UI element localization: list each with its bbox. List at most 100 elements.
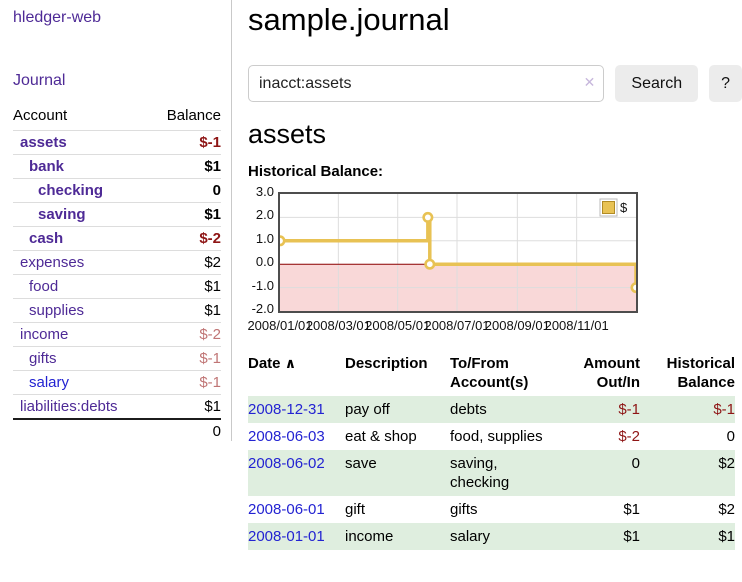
x-axis-tick-label: 2008/03/01 [305,318,371,333]
sidebar-account-link[interactable]: gifts [29,350,57,367]
x-axis-tick-label: 2008/09/01 [484,318,550,333]
sort-ascending-icon: ∧ [284,355,297,371]
search-form: ✕ Search ? [248,65,742,102]
x-axis-tick-label: 2008/07/01 [424,318,490,333]
sidebar-account-link[interactable]: income [20,326,69,343]
search-button[interactable]: Search [615,65,699,102]
transaction-date-link[interactable]: 2008-06-02 [248,455,325,472]
transaction-date-link[interactable]: 2008-12-31 [248,401,325,418]
transaction-amount-cell: $1 [623,528,640,545]
transaction-description-cell: gift [345,501,366,518]
sidebar-account-link[interactable]: cash [29,230,64,247]
account-name-cell: gifts [13,346,150,371]
account-balance: $-2 [149,322,221,347]
sidebar: hledger-web Journal Account Balance asse… [0,0,232,443]
balance-chart-svg: $ [280,194,636,311]
account-name-cell: assets [13,130,150,155]
account-rows: assets $-1 bank $1 checking 0 saving $1 cash $-2 e… [13,130,221,419]
y-axis-tick-label: -1.0 [251,277,274,293]
account-row: food $1 [13,274,221,299]
transaction-balance-cell: $2 [718,501,735,518]
account-name-cell: food [13,274,150,299]
sidebar-account-link[interactable]: bank [29,158,65,175]
register-row: 2008-06-03 eat & shop food, supplies $-2 0 [248,423,735,450]
total-balance: 0 [149,418,221,443]
transaction-accounts-cell: saving, checking [450,455,510,491]
register-row: 2008-01-01 income salary $1 $1 [248,523,735,550]
total-row: 0 [13,418,221,443]
account-row: income $-2 [13,322,221,347]
transaction-description-cell: save [345,455,377,472]
transaction-date-cell: 2008-06-01 [248,496,345,523]
sidebar-account-link[interactable]: food [29,278,59,295]
account-name-cell: income [13,322,150,347]
register-table: Date ∧ Description To/From Account(s) Am… [248,351,735,550]
account-table-header-row: Account Balance [13,105,221,131]
y-axis-tick-label: 1.0 [255,230,274,246]
transaction-date-link[interactable]: 2008-01-01 [248,528,325,545]
account-column-header: Account [13,107,68,124]
clear-search-icon[interactable]: ✕ [583,74,596,90]
transaction-balance-cell: $-1 [713,401,735,418]
description-column-header: Description [345,355,428,372]
transaction-date-link[interactable]: 2008-06-03 [248,428,325,445]
account-name-cell: liabilities:debts [13,394,150,419]
account-row: salary $-1 [13,370,221,395]
date-column-header[interactable]: Date ∧ [248,351,345,396]
account-name-cell: checking [13,178,150,203]
search-input[interactable] [248,65,605,102]
y-axis-tick-label: 3.0 [255,184,274,199]
chart-plot-area: $ [278,192,638,313]
account-name-cell: supplies [13,298,150,323]
sidebar-item-journal[interactable]: Journal [13,72,66,89]
account-name-cell: saving [13,202,150,227]
historical-balance-chart: 3.0 2.0 1.0 0.0 -1.0 -2.0 2008/01/01 2008/03/01… [247,184,694,335]
chart-title: Historical Balance: [248,163,384,180]
sidebar-account-link[interactable]: saving [38,206,86,223]
register-row: 2008-06-01 gift gifts $1 $2 [248,496,735,523]
account-row: expenses $2 [13,250,221,275]
account-row: supplies $1 [13,298,221,323]
sidebar-account-link[interactable]: assets [20,134,67,151]
balance-column-header: Balance [166,107,221,124]
account-balance: $1 [149,154,221,179]
main-panel: sample.journal ✕ Search ? assets Histori… [247,0,742,550]
x-axis-tick-label: 2008/05/01 [365,318,431,333]
legend-label: $ [620,200,628,215]
account-balance: $-1 [149,130,221,155]
register-header-row: Date ∧ Description To/From Account(s) Am… [248,351,735,396]
brand-link[interactable]: hledger-web [13,9,102,26]
account-balance: $-1 [149,370,221,395]
account-row: bank $1 [13,154,221,179]
register-rows: 2008-12-31 pay off debts $-1 $-1 2008-06-03 ea… [248,396,735,550]
transaction-balance-cell: $2 [718,455,735,472]
transaction-date-cell: 2008-01-01 [248,523,345,550]
account-name-cell: expenses [13,250,150,275]
transaction-amount-cell: 0 [631,455,640,472]
y-axis-tick-label: 0.0 [255,254,274,270]
transaction-description-cell: eat & shop [345,428,417,445]
sidebar-account-link[interactable]: liabilities:debts [20,398,118,415]
sidebar-account-link[interactable]: checking [38,182,104,199]
transaction-description-cell: income [345,528,394,545]
account-name-cell: bank [13,154,150,179]
account-row: assets $-1 [13,130,221,155]
y-axis-tick-label: -2.0 [251,301,274,316]
account-balance: $-1 [149,346,221,371]
account-row: saving $1 [13,202,221,227]
account-balance: $1 [149,274,221,299]
sidebar-account-link[interactable]: expenses [20,254,85,271]
date-header-label: Date [248,355,281,372]
sidebar-account-link[interactable]: supplies [29,302,85,319]
y-axis-tick-label: 2.0 [255,207,274,223]
account-balance: 0 [149,178,221,203]
transaction-date-link[interactable]: 2008-06-01 [248,501,325,518]
account-balance: $1 [149,298,221,323]
sidebar-account-link[interactable]: salary [29,374,70,391]
transaction-date-cell: 2008-12-31 [248,396,345,423]
help-button[interactable]: ? [709,65,742,102]
account-balance-table: Account Balance assets $-1 bank $1 checking 0… [13,105,221,443]
account-balance: $-2 [149,226,221,251]
x-axis-tick-label: 2008/11/01 [544,318,609,333]
transaction-accounts-cell: gifts [450,501,478,518]
